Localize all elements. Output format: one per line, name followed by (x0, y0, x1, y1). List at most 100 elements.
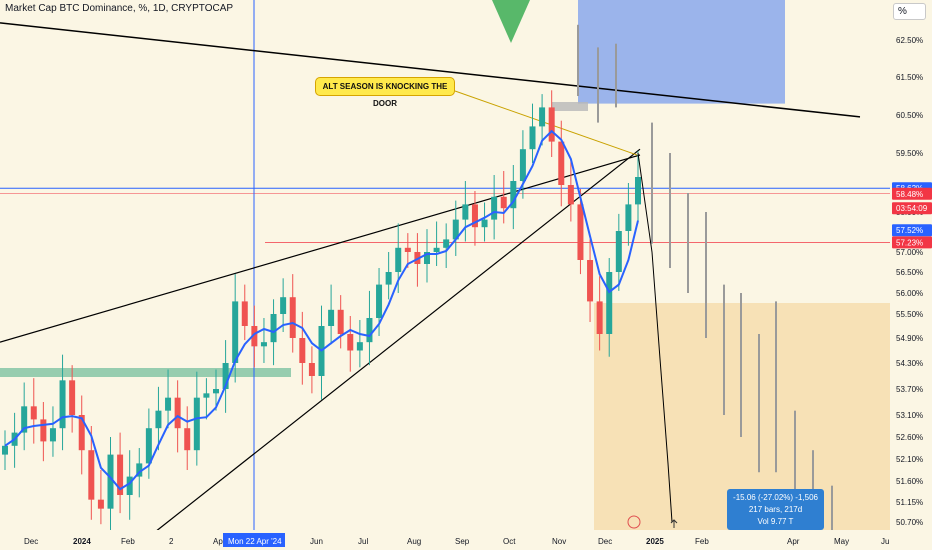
percent-scale-button[interactable]: % (893, 3, 926, 20)
candle-body (2, 445, 8, 455)
y-tick-label: 51.60% (896, 477, 923, 486)
event-icon (627, 515, 641, 529)
candle-body (222, 363, 229, 389)
price-badge (892, 236, 932, 249)
y-tick-label: 56.00% (896, 289, 923, 298)
x-tick-label: Aug (407, 537, 421, 546)
candle-body (443, 239, 450, 248)
candle-body (241, 301, 248, 326)
candles (2, 90, 641, 531)
y-tick-label: 51.15% (896, 498, 923, 507)
x-tick-label: Jul (358, 537, 368, 546)
y-tick-label: 53.10% (896, 411, 923, 420)
y-tick-label: 62.50% (896, 36, 923, 45)
annotation-pointer (454, 90, 638, 156)
candle-body (385, 272, 392, 285)
measure-change: -15.06 (-27.02%) -1,506 (733, 493, 818, 502)
x-tick-label: Feb (695, 537, 709, 546)
candle-body (69, 380, 76, 415)
candle-body (606, 272, 613, 334)
measure-tool-box[interactable]: -15.06 (-27.02%) -1,506 217 bars, 217d V… (727, 489, 824, 530)
candle-body (270, 314, 277, 343)
annotation-note[interactable]: ALT SEASON IS KNOCKING THE DOOR (315, 77, 455, 108)
candle-body (328, 309, 335, 326)
x-tick-label: Ap (213, 537, 223, 546)
candle-body (174, 397, 181, 429)
candle-body (117, 454, 124, 495)
x-tick-label: 2 (169, 537, 174, 546)
candle-body (347, 334, 354, 351)
y-tick-label: 60.50% (896, 111, 923, 120)
candle-body (145, 428, 152, 464)
candle-body (155, 410, 162, 429)
x-tick-label: Ju (881, 537, 889, 546)
gray-zone (552, 102, 588, 111)
candle-body (356, 342, 363, 351)
candle-body (587, 260, 594, 302)
y-tick-label: 54.30% (896, 359, 923, 368)
candle-body (625, 204, 632, 231)
candle-body (491, 196, 498, 220)
candle-body (40, 419, 47, 442)
candle-body (577, 204, 584, 260)
candle-body (615, 231, 622, 272)
candle-body (539, 107, 546, 127)
y-tick-label: 59.50% (896, 149, 923, 158)
y-tick-label: 53.70% (896, 385, 923, 394)
candle-body (510, 181, 517, 209)
support-zone (0, 368, 291, 377)
candle-body (462, 204, 469, 220)
moving-average-line (4, 129, 639, 491)
candle-body (184, 428, 191, 451)
candle-body (232, 301, 239, 363)
candle-body (596, 301, 603, 334)
measure-bars: 217 bars, 217d (748, 505, 803, 514)
y-tick-label: 54.90% (896, 334, 923, 343)
measure-volume: Vol 9.77 T (757, 517, 794, 526)
y-tick-label: 50.70% (896, 518, 923, 527)
candle-body (452, 219, 459, 240)
candle-body (280, 297, 287, 314)
crosshair-date-label: Mon 22 Apr '24 (228, 537, 282, 546)
candle-body (529, 126, 536, 150)
projection-path (637, 152, 673, 523)
x-tick-label: Jun (310, 537, 323, 546)
chart-title: Market Cap BTC Dominance, %, 1D, CRYPTOC… (5, 3, 234, 14)
x-tick-label: May (834, 537, 849, 546)
price-badge-label: 58.48% (896, 190, 923, 199)
candle-body (481, 219, 488, 228)
crosshair-date-badge (223, 533, 285, 547)
y-tick-label: 52.60% (896, 433, 923, 442)
x-tick-label: Dec (598, 537, 612, 546)
x-tick-label: 2024 (73, 537, 91, 546)
candle-body (21, 406, 28, 433)
candle-body (97, 499, 104, 509)
candle-body (213, 389, 219, 394)
y-tick-label: 57.00% (896, 248, 923, 257)
price-badge (892, 202, 932, 215)
candle-body (59, 380, 66, 429)
candle-body (136, 463, 143, 477)
candle-body (88, 450, 95, 500)
candle-body (424, 252, 430, 264)
y-tick-label: 56.50% (896, 268, 923, 277)
candle-body (49, 428, 56, 442)
candle-body (126, 476, 133, 495)
price-badge-label: 57.23% (896, 238, 923, 247)
candle-body (519, 149, 526, 181)
candle-body (78, 415, 85, 451)
candle-body (337, 309, 344, 334)
trend-line-upper-wedge (0, 154, 641, 343)
candle-body (260, 342, 267, 347)
candle-body (404, 247, 411, 252)
x-tick-label: 2025 (646, 537, 664, 546)
candle-body (193, 397, 200, 451)
x-tick-label: Oct (503, 537, 516, 546)
y-tick-label: 61.50% (896, 73, 923, 82)
candle-body (500, 196, 507, 209)
x-tick-label: Sep (455, 537, 470, 546)
price-badge (892, 224, 932, 237)
price-axis (890, 0, 932, 550)
candle-body (289, 297, 296, 338)
